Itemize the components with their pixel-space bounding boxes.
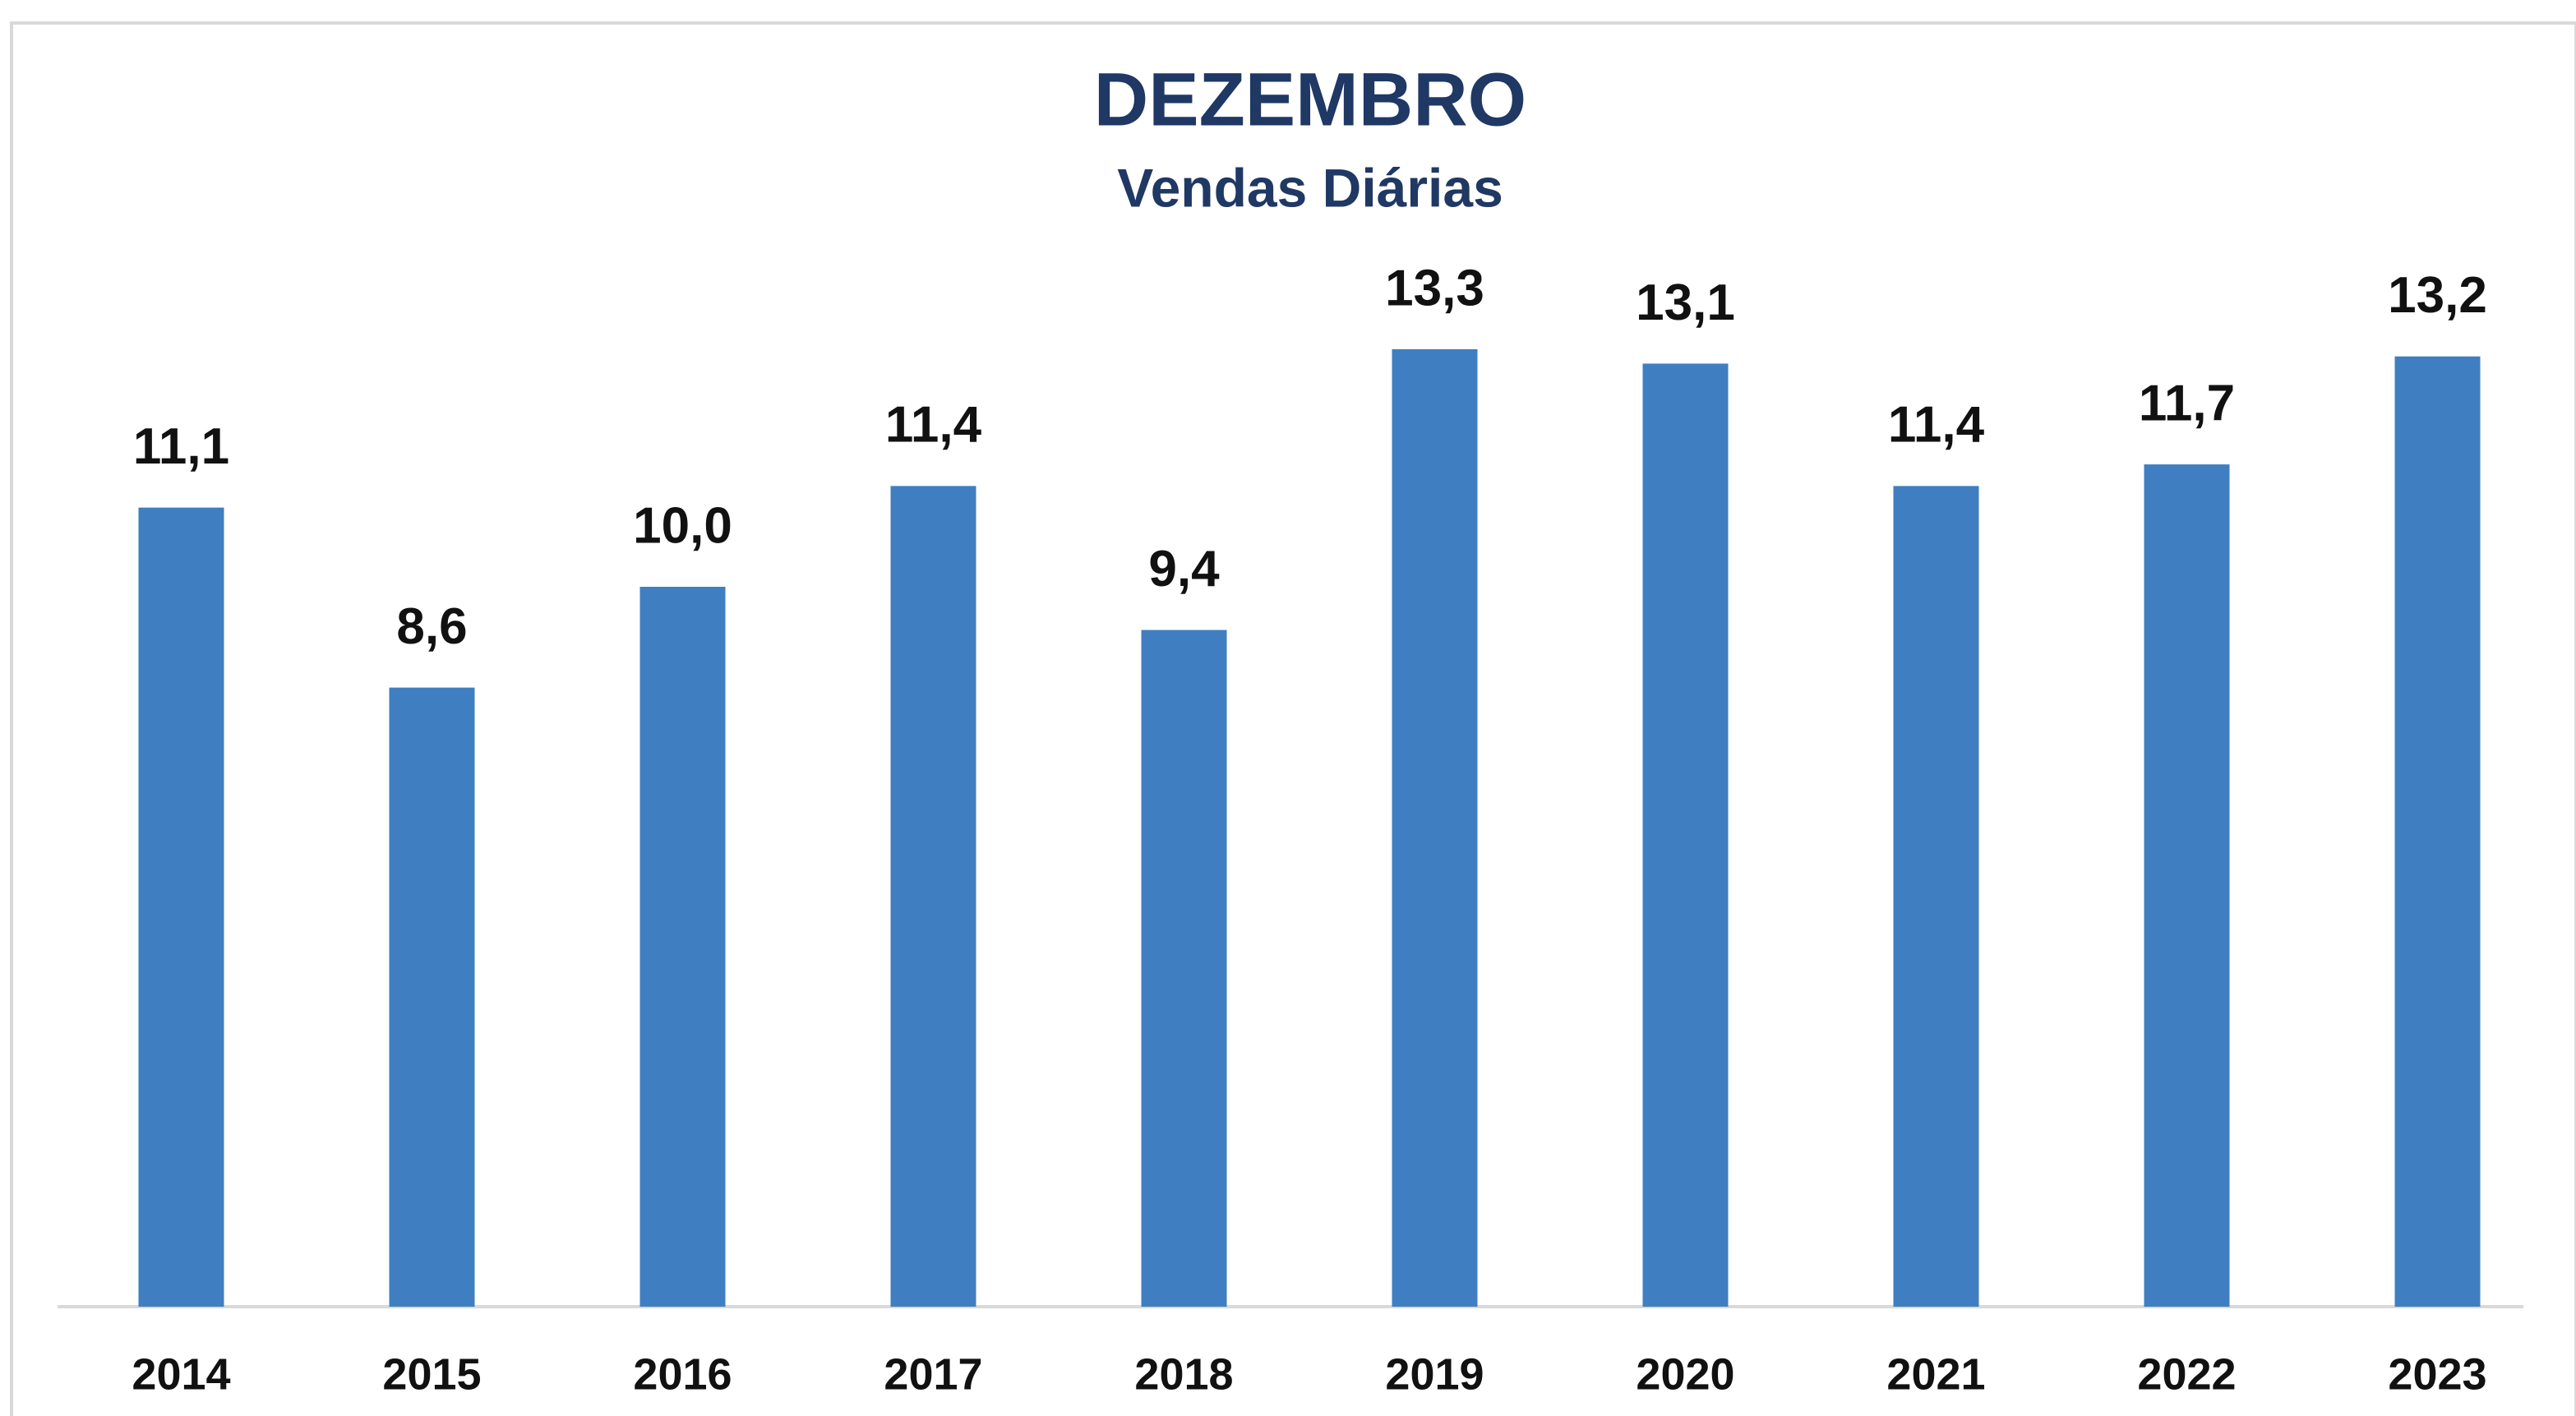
x-tick-label: 2016 bbox=[633, 1349, 732, 1399]
value-label: 13,3 bbox=[1385, 260, 1484, 316]
value-label: 11,7 bbox=[2139, 375, 2235, 431]
x-tick-label: 2021 bbox=[1886, 1349, 1985, 1399]
value-label: 11,4 bbox=[1888, 397, 1985, 454]
x-tick-label: 2023 bbox=[2388, 1349, 2486, 1399]
bar bbox=[1893, 486, 1979, 1307]
value-label: 9,4 bbox=[1148, 541, 1220, 597]
value-label: 13,2 bbox=[2388, 267, 2487, 324]
bar bbox=[2394, 356, 2481, 1308]
x-tick-label: 2022 bbox=[2137, 1349, 2236, 1399]
x-tick-label: 2015 bbox=[382, 1349, 481, 1399]
x-tick-label: 2020 bbox=[1636, 1349, 1734, 1399]
value-label: 10,0 bbox=[633, 497, 732, 554]
chart-title: DEZEMBRO bbox=[1094, 58, 1526, 141]
bar bbox=[639, 587, 726, 1307]
value-label: 11,4 bbox=[885, 397, 982, 454]
x-tick-label: 2019 bbox=[1385, 1349, 1484, 1399]
value-label: 8,6 bbox=[396, 598, 467, 655]
value-label: 13,1 bbox=[1636, 274, 1735, 331]
x-tick-label: 2018 bbox=[1134, 1349, 1233, 1399]
bar bbox=[890, 486, 976, 1307]
bar bbox=[138, 507, 224, 1307]
bar bbox=[1141, 630, 1227, 1307]
value-label: 11,1 bbox=[133, 418, 229, 475]
bar bbox=[1642, 363, 1729, 1308]
bar bbox=[1392, 348, 1478, 1307]
chart-subtitle: Vendas Diárias bbox=[1117, 157, 1503, 218]
bar bbox=[389, 687, 475, 1307]
x-tick-label: 2014 bbox=[132, 1349, 230, 1399]
bar bbox=[2144, 464, 2230, 1307]
x-tick-label: 2017 bbox=[884, 1349, 982, 1399]
